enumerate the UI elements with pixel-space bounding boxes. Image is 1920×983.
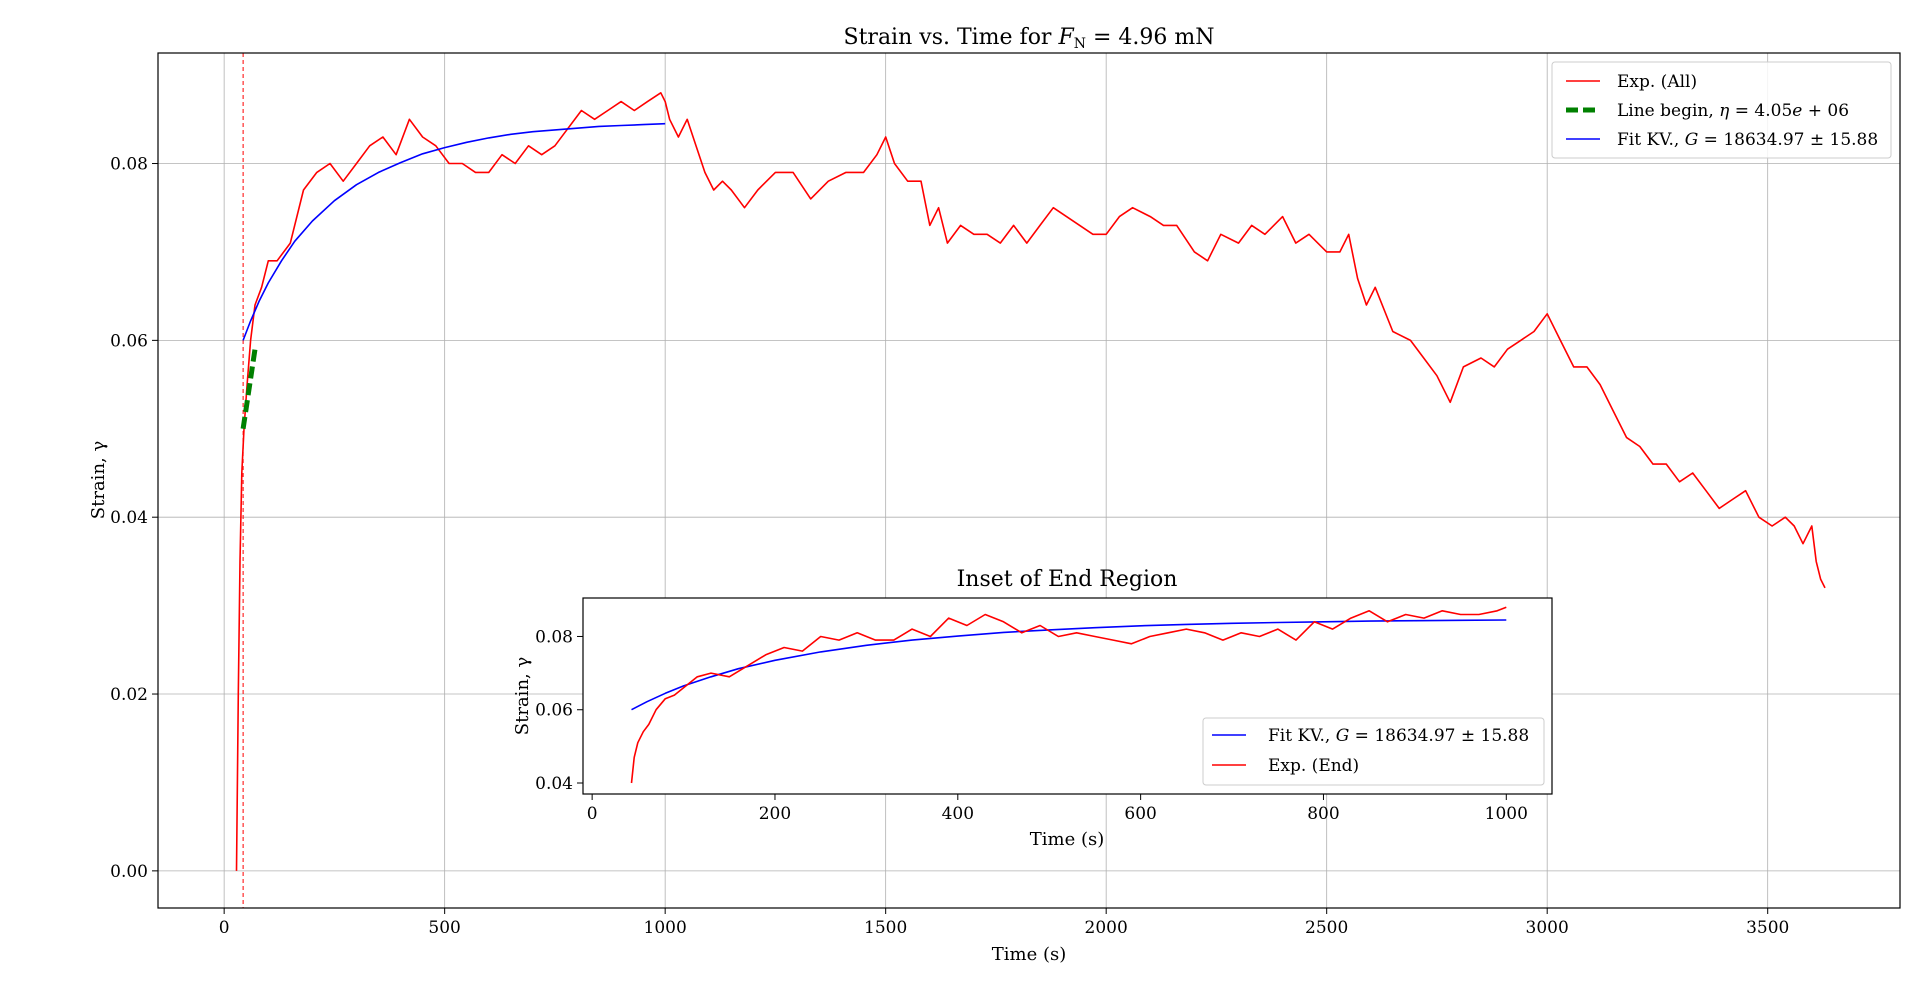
inset-x-tick-label-4: 800: [1307, 804, 1339, 824]
inset-x-tick-label-5: 1000: [1485, 804, 1528, 824]
inset-y-tick-label-0: 0.04: [535, 774, 573, 794]
main-y-axis-label: Strain, γ: [88, 441, 109, 519]
inset-x-tick-label-1: 200: [759, 804, 791, 824]
inset-x-tick-label-2: 400: [942, 804, 974, 824]
main-series-2: [242, 122, 666, 341]
inset-legend: Fit KV., G = 18634.97 ± 15.88 Exp. (End): [1202, 717, 1545, 786]
inset-x-axis-label: Time (s): [1030, 829, 1105, 850]
main-ticks: 0 500 1000 1500 2000 2500 3000 35000.000.020.04…: [110, 155, 1789, 938]
inset-series-1: [630, 606, 1507, 784]
inset-chart: 0 200 400 600 800 1000 0.04 0.06 0.08 Inset of E…: [512, 567, 1553, 850]
inset-legend-frame: [1202, 717, 1545, 786]
main-x-tick-label-0: 0: [219, 918, 230, 938]
inset-ticks: 0 200 400 600 800 1000 0.04 0.06 0.08: [535, 627, 1528, 824]
inset-series: [630, 606, 1507, 784]
main-x-axis-label: Time (s): [992, 944, 1067, 965]
inset-legend-label-fit: Fit KV., G = 18634.97 ± 15.88: [1268, 726, 1529, 746]
inset-y-tick-label-2: 0.08: [535, 627, 573, 647]
inset-series-0: [631, 619, 1507, 711]
inset-x-tick-label-0: 0: [587, 804, 598, 824]
inset-plot-frame: [582, 597, 1553, 795]
main-x-tick-label-1: 500: [428, 918, 460, 938]
main-chart-title: Strain vs. Time for FN = 4.96 mN: [844, 25, 1215, 52]
main-plot-frame: [157, 52, 1901, 909]
main-x-tick-label-6: 3000: [1526, 918, 1569, 938]
main-y-tick-label-1: 0.02: [110, 685, 148, 705]
main-legend: Exp. (All) Line begin, η = 4.05e + 06 Fi…: [1551, 61, 1892, 159]
main-legend-frame: [1551, 61, 1892, 159]
inset-chart-title: Inset of End Region: [957, 567, 1178, 592]
main-legend-label-fit: Fit KV., G = 18634.97 ± 15.88: [1617, 130, 1878, 150]
main-y-tick-label-2: 0.04: [110, 508, 148, 528]
main-x-tick-label-3: 1500: [864, 918, 907, 938]
main-legend-label-line-begin: Line begin, η = 4.05e + 06: [1617, 101, 1849, 121]
main-y-tick-label-0: 0.00: [110, 862, 148, 882]
main-series-1: [240, 348, 258, 430]
main-x-tick-label-4: 2000: [1085, 918, 1128, 938]
main-legend-label-exp-all: Exp. (All): [1617, 72, 1697, 92]
inset-y-axis-label: Strain, γ: [512, 657, 533, 735]
main-y-tick-label-3: 0.06: [110, 331, 148, 351]
main-series-0: [235, 92, 1826, 871]
main-x-tick-label-7: 3500: [1746, 918, 1789, 938]
inset-x-tick-label-3: 600: [1124, 804, 1156, 824]
inset-legend-label-exp-end: Exp. (End): [1268, 756, 1359, 776]
main-series: [235, 53, 1826, 908]
inset-y-tick-label-1: 0.06: [535, 701, 573, 721]
main-y-tick-label-4: 0.08: [110, 155, 148, 175]
main-x-tick-label-2: 1000: [644, 918, 687, 938]
main-x-tick-label-5: 2500: [1305, 918, 1348, 938]
